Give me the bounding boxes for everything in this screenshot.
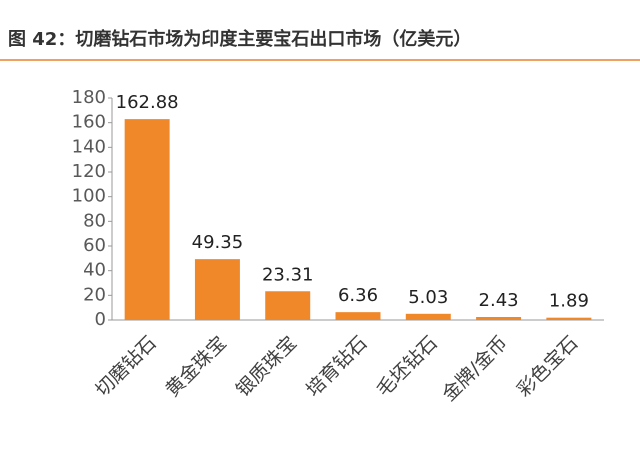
- y-tick-label: 160: [72, 112, 106, 133]
- bar: [335, 312, 381, 320]
- y-tick-label: 40: [83, 260, 106, 281]
- chart-title: 图 42：切磨钻石市场为印度主要宝石出口市场（亿美元）: [8, 28, 471, 50]
- x-tick-label: 毛坯钻石: [372, 332, 441, 401]
- data-label: 49.35: [192, 232, 244, 253]
- x-tick-label: 金牌/金币: [438, 332, 512, 406]
- data-label: 5.03: [408, 287, 448, 308]
- y-tick-label: 0: [95, 309, 106, 330]
- y-tick-label: 60: [83, 235, 106, 256]
- bar: [546, 317, 592, 320]
- data-label: 1.89: [549, 291, 589, 312]
- y-tick-label: 140: [72, 136, 106, 157]
- bar: [405, 313, 451, 320]
- data-label: 162.88: [116, 92, 179, 113]
- x-tick-label: 彩色宝石: [513, 332, 582, 401]
- y-tick-label: 20: [83, 284, 106, 305]
- bar: [124, 119, 170, 320]
- x-tick-label: 黄金珠宝: [162, 332, 231, 401]
- y-tick-label: 180: [72, 87, 106, 108]
- x-tick-label: 切磨钻石: [91, 332, 160, 401]
- y-tick-label: 80: [83, 210, 106, 231]
- y-tick-label: 100: [72, 186, 106, 207]
- data-label: 6.36: [338, 285, 378, 306]
- x-tick-label: 培育钻石: [302, 332, 371, 401]
- bar: [476, 317, 522, 320]
- data-label: 23.31: [262, 264, 314, 285]
- x-tick-label: 银质珠宝: [232, 332, 301, 401]
- y-tick-label: 120: [72, 161, 106, 182]
- bar: [265, 291, 311, 320]
- bar: [194, 259, 240, 320]
- data-label: 2.43: [479, 290, 519, 311]
